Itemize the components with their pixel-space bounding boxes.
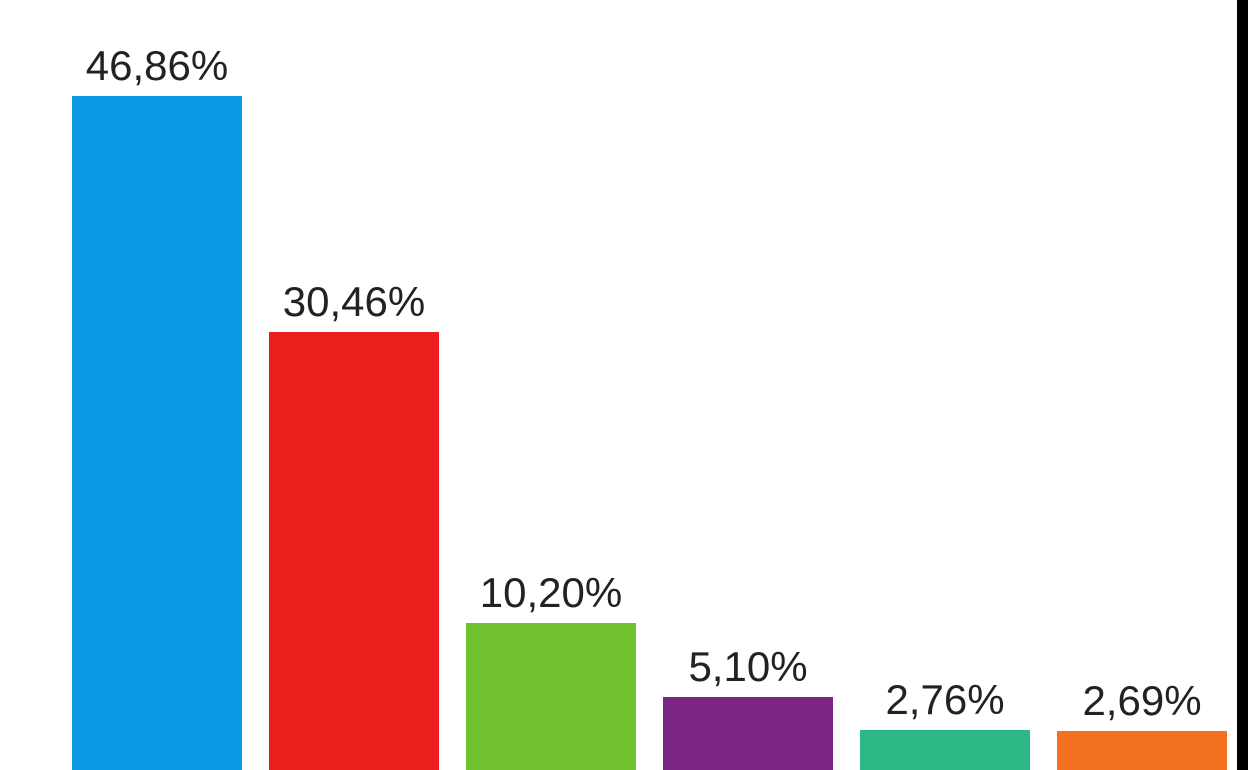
bar-value-label: 10,20% (480, 569, 622, 617)
bar (72, 96, 242, 770)
bar (1057, 731, 1227, 770)
bar-value-label: 2,69% (1082, 677, 1201, 725)
bar-value-label: 5,10% (688, 643, 807, 691)
bar (860, 730, 1030, 770)
plot-area: 46,86% 30,46% 10,20% 5,10% 2,76% 2,69% (72, 0, 1227, 770)
bar (269, 332, 439, 770)
bar (466, 623, 636, 770)
bar-value-label: 30,46% (283, 278, 425, 326)
bar-value-label: 2,76% (885, 676, 1004, 724)
bar (663, 697, 833, 770)
right-border (1237, 0, 1248, 770)
bar-chart: 46,86% 30,46% 10,20% 5,10% 2,76% 2,69% (0, 0, 1248, 770)
bar-value-label: 46,86% (86, 42, 228, 90)
